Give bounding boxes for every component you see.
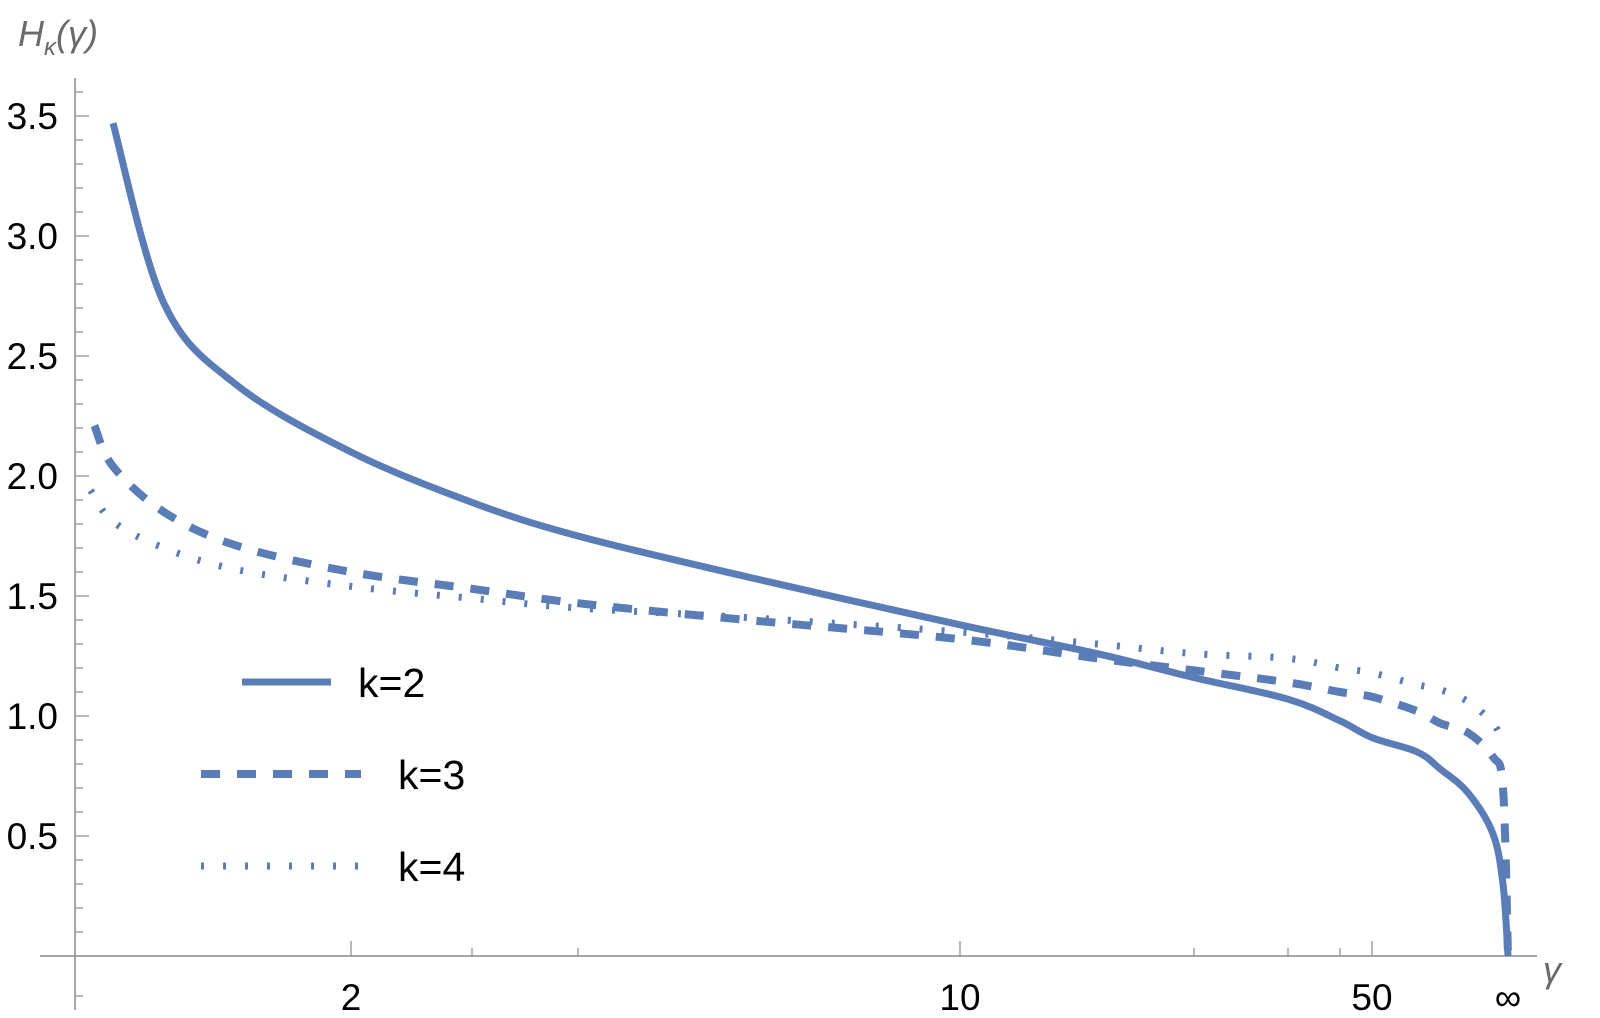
series-line-k-3: [90, 423, 1512, 957]
series-line-k-4: [87, 488, 1507, 745]
legend-label: k=4: [398, 844, 465, 890]
x-tick-label: 2: [341, 977, 362, 1018]
x-tick-label: 50: [1351, 977, 1392, 1018]
legend: k=2 k=3 k=4: [201, 660, 465, 890]
x-tick-label: 10: [939, 977, 980, 1018]
y-tick-label: 3.0: [7, 216, 58, 257]
legend-label: k=3: [398, 752, 465, 798]
x-axis-title: γ: [1543, 949, 1563, 990]
y-tick-label: 2.5: [7, 336, 58, 377]
x-tick-label: ∞: [1495, 977, 1521, 1018]
y-tick-label: 3.5: [7, 96, 58, 137]
axes: 0.5 1.0 1.5 2.0 2.5 3.0 3.5 2 10 50 ∞: [7, 78, 1537, 1018]
y-tick-label: 2.0: [7, 456, 58, 497]
y-tick-label: 0.5: [7, 816, 58, 857]
y-tick-label: 1.0: [7, 696, 58, 737]
series-group: [87, 122, 1512, 957]
y-axis-title: Hκ(γ): [18, 13, 98, 61]
series-line-k-2: [109, 122, 1512, 957]
legend-label: k=2: [358, 660, 425, 706]
y-tick-label: 1.5: [7, 576, 58, 617]
